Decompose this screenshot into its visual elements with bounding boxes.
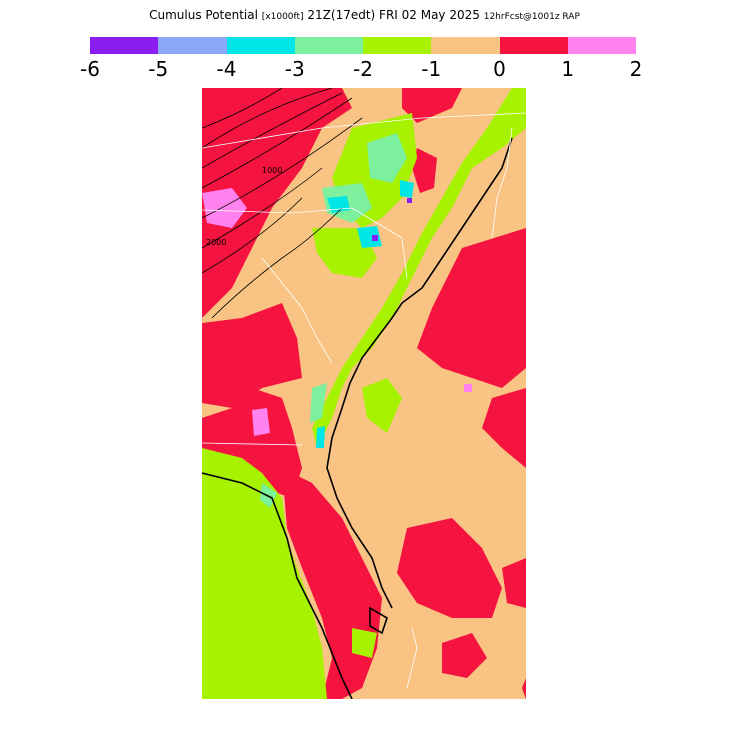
state-line [351,207,408,279]
contour-line [202,197,303,274]
region-pink1 [202,188,247,228]
region-central-green [362,378,402,433]
state-line [202,207,353,214]
region-southwest-green [202,448,327,699]
zero-contour [202,137,513,699]
legend-tick-label: -2 [353,57,373,81]
coastline [491,127,513,239]
legend-tick-label: -3 [284,57,305,81]
legend-tick-label: 2 [629,57,643,81]
color-legend [90,37,636,54]
region-north-lightgreen [367,133,407,183]
region-west-red [202,303,302,408]
region-cyan4 [316,426,325,448]
region-small2-red [262,338,282,356]
state-line [202,112,526,149]
region-corner-red [522,678,526,699]
state-boundaries [202,112,526,689]
contour-label-1000: 1000 [262,166,282,175]
legend-swatch [567,37,636,54]
zero-contour-line-west [202,472,353,699]
region-northeast-green [312,88,526,448]
zero-contour-line [326,137,513,609]
pink-regions [202,188,472,436]
title-units: [x1000ft] [261,12,304,22]
zero-contour-loop [369,606,388,635]
region-east-red [417,228,526,388]
title-main: Cumulus Potential [149,8,258,22]
region-north-red [402,88,462,123]
state-line [261,257,333,364]
legend-tick-label: -5 [148,57,169,81]
region-purple2 [407,198,412,203]
region-east2-red [482,388,526,468]
legend-swatch [90,37,159,54]
legend-swatch [294,37,363,54]
contour-line [202,88,283,129]
region-pink2 [252,408,270,436]
legend-swatch [363,37,432,54]
contour-line [202,97,353,189]
region-cyan3 [400,180,414,198]
region-north2-red [412,148,437,193]
region-purple1 [372,235,378,241]
legend-swatch [226,37,295,54]
contour-line [211,207,343,319]
legend-swatch [158,37,227,54]
region-cyan2 [357,226,382,248]
legend-tick-label: -6 [80,57,100,81]
title-forecast: 12hrFcst@1001z RAP [483,12,580,22]
region-southeast-red [502,558,526,608]
coastline [406,627,418,689]
region-pink3 [464,384,472,392]
region-south-red [397,518,502,618]
contour-line [202,167,323,249]
chart-title: Cumulus Potential [x1000ft] 21Z(17edt) F… [0,8,729,22]
region-south-green [352,628,377,658]
legend-swatch [431,37,500,54]
contour-line [202,117,363,219]
map-svg: 2000 1000 [202,88,526,699]
legend-tick-labels: -6 -5 -4 -3 -2 -1 0 1 2 [0,58,729,82]
region-south2-red [442,633,487,678]
contour-lines [202,88,363,319]
state-line [202,442,303,446]
contour-line [202,88,333,149]
legend-tick-label: -1 [421,57,442,81]
forecast-map: 2000 1000 [202,88,526,699]
contour-line [202,92,343,169]
region-central-lightgreen [310,383,327,423]
legend-tick-label: 0 [493,57,506,81]
legend-tick-label: 1 [561,57,575,81]
region-northwest-red [202,88,352,318]
purple-regions [372,198,412,241]
legend-tick-label: -4 [216,57,237,81]
title-time: 21Z(17edt) FRI 02 May 2025 [307,8,480,22]
legend-swatch [499,37,568,54]
contour-label-2000: 2000 [206,238,226,247]
